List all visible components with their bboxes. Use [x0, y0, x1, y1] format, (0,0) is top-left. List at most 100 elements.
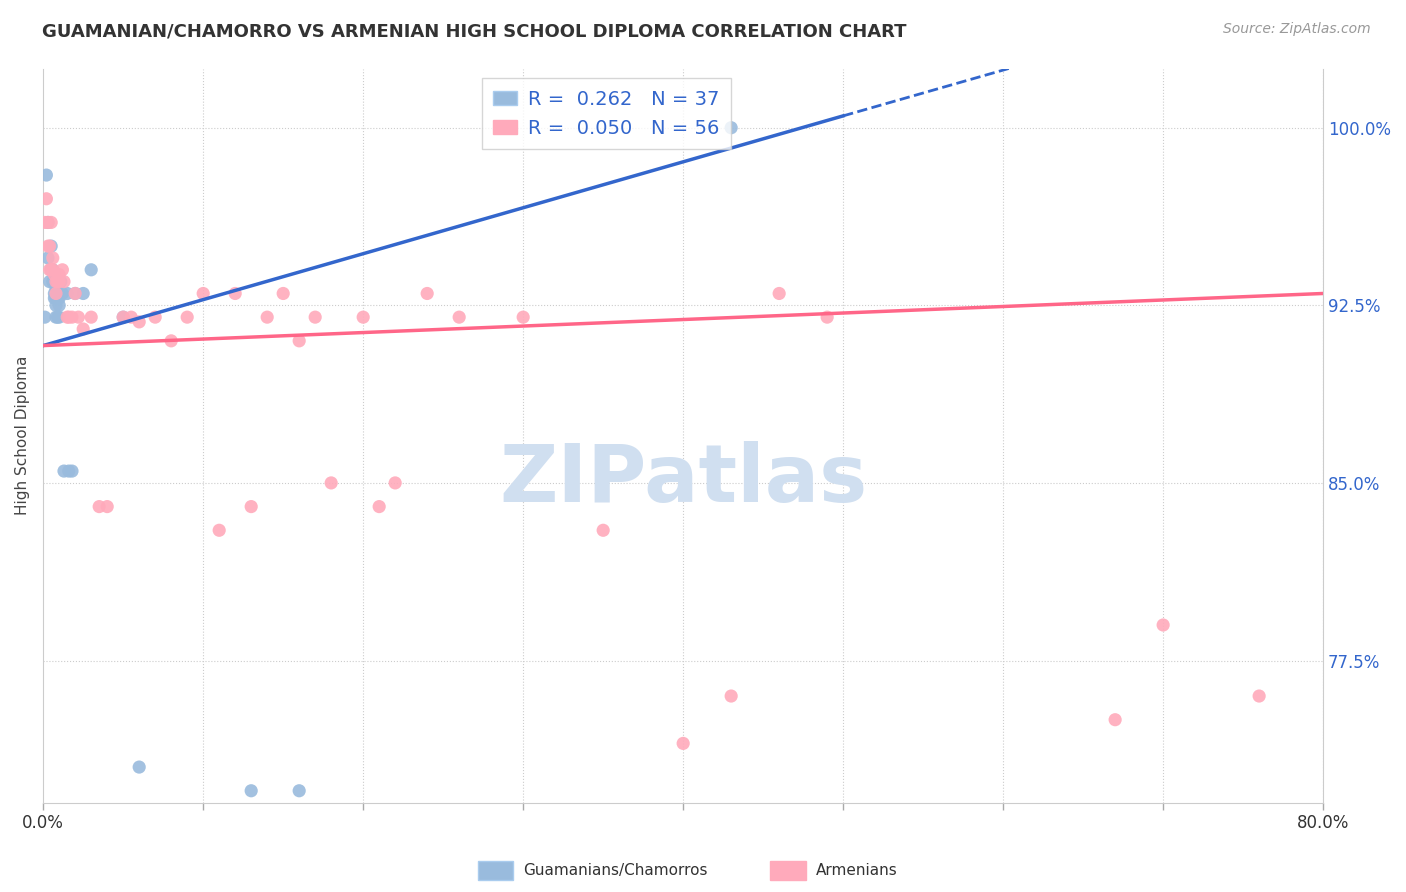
Text: Source: ZipAtlas.com: Source: ZipAtlas.com — [1223, 22, 1371, 37]
Y-axis label: High School Diploma: High School Diploma — [15, 356, 30, 516]
Point — [46, 275, 69, 289]
Point — [271, 286, 294, 301]
Point — [56, 286, 79, 301]
Point — [112, 310, 135, 325]
Point — [512, 310, 534, 325]
Point — [1152, 618, 1174, 632]
Point — [42, 262, 65, 277]
Point — [45, 286, 67, 301]
Point — [60, 310, 83, 325]
Point — [208, 523, 231, 537]
Point — [37, 215, 59, 229]
Point — [449, 310, 471, 325]
Point — [67, 310, 90, 325]
Text: ZIPatlas: ZIPatlas — [499, 441, 868, 518]
Point — [1249, 689, 1271, 703]
Point — [44, 268, 66, 282]
Point — [321, 475, 343, 490]
Point — [304, 310, 326, 325]
Point — [89, 500, 111, 514]
Point — [35, 192, 58, 206]
Point — [128, 760, 150, 774]
Point — [288, 334, 311, 348]
Point — [45, 282, 67, 296]
Point — [60, 464, 83, 478]
Point — [42, 251, 65, 265]
Text: Armenians: Armenians — [815, 863, 897, 878]
Point — [48, 291, 70, 305]
Point — [35, 168, 58, 182]
Point — [240, 500, 263, 514]
Text: GUAMANIAN/CHAMORRO VS ARMENIAN HIGH SCHOOL DIPLOMA CORRELATION CHART: GUAMANIAN/CHAMORRO VS ARMENIAN HIGH SCHO… — [42, 22, 907, 40]
Point — [44, 286, 66, 301]
Point — [96, 500, 118, 514]
Point — [288, 783, 311, 797]
Point — [416, 286, 439, 301]
Point — [72, 322, 94, 336]
Point — [37, 239, 59, 253]
Point — [815, 310, 838, 325]
Point — [384, 475, 406, 490]
Point — [38, 239, 60, 253]
Point — [48, 298, 70, 312]
Point — [37, 251, 59, 265]
Point — [352, 310, 374, 325]
Point — [56, 310, 79, 325]
Point — [224, 286, 246, 301]
Point — [48, 275, 70, 289]
Point — [39, 239, 62, 253]
Point — [51, 286, 73, 301]
Point — [46, 286, 69, 301]
Point — [39, 215, 62, 229]
Point — [720, 120, 742, 135]
Point — [256, 310, 278, 325]
Text: Guamanians/Chamorros: Guamanians/Chamorros — [523, 863, 707, 878]
Point — [34, 310, 56, 325]
Point — [58, 464, 80, 478]
Point — [46, 291, 69, 305]
Point — [46, 310, 69, 325]
Point — [193, 286, 215, 301]
Point — [45, 298, 67, 312]
Point — [592, 523, 614, 537]
Point — [34, 215, 56, 229]
Point — [39, 262, 62, 277]
Point — [720, 689, 742, 703]
Point — [42, 262, 65, 277]
Point — [63, 286, 86, 301]
Point — [53, 464, 76, 478]
Point — [128, 315, 150, 329]
Point — [80, 310, 103, 325]
Point — [39, 262, 62, 277]
Point — [45, 275, 67, 289]
Point — [368, 500, 391, 514]
Point — [53, 275, 76, 289]
Point — [49, 275, 72, 289]
Point — [63, 286, 86, 301]
Point — [42, 275, 65, 289]
Point — [672, 736, 695, 750]
Point — [120, 310, 142, 325]
Point — [48, 268, 70, 282]
Point — [37, 215, 59, 229]
Point — [38, 275, 60, 289]
Point — [58, 310, 80, 325]
Point — [38, 262, 60, 277]
Point — [45, 310, 67, 325]
Point — [768, 286, 790, 301]
Point — [49, 286, 72, 301]
Point — [72, 286, 94, 301]
Point — [44, 291, 66, 305]
Point — [80, 262, 103, 277]
Legend: R =  0.262   N = 37, R =  0.050   N = 56: R = 0.262 N = 37, R = 0.050 N = 56 — [481, 78, 731, 149]
Point — [143, 310, 166, 325]
Point — [240, 783, 263, 797]
Point — [176, 310, 198, 325]
Point — [51, 262, 73, 277]
Point — [160, 334, 183, 348]
Point — [112, 310, 135, 325]
Point — [1104, 713, 1126, 727]
Point — [45, 291, 67, 305]
Point — [44, 268, 66, 282]
Point — [48, 310, 70, 325]
